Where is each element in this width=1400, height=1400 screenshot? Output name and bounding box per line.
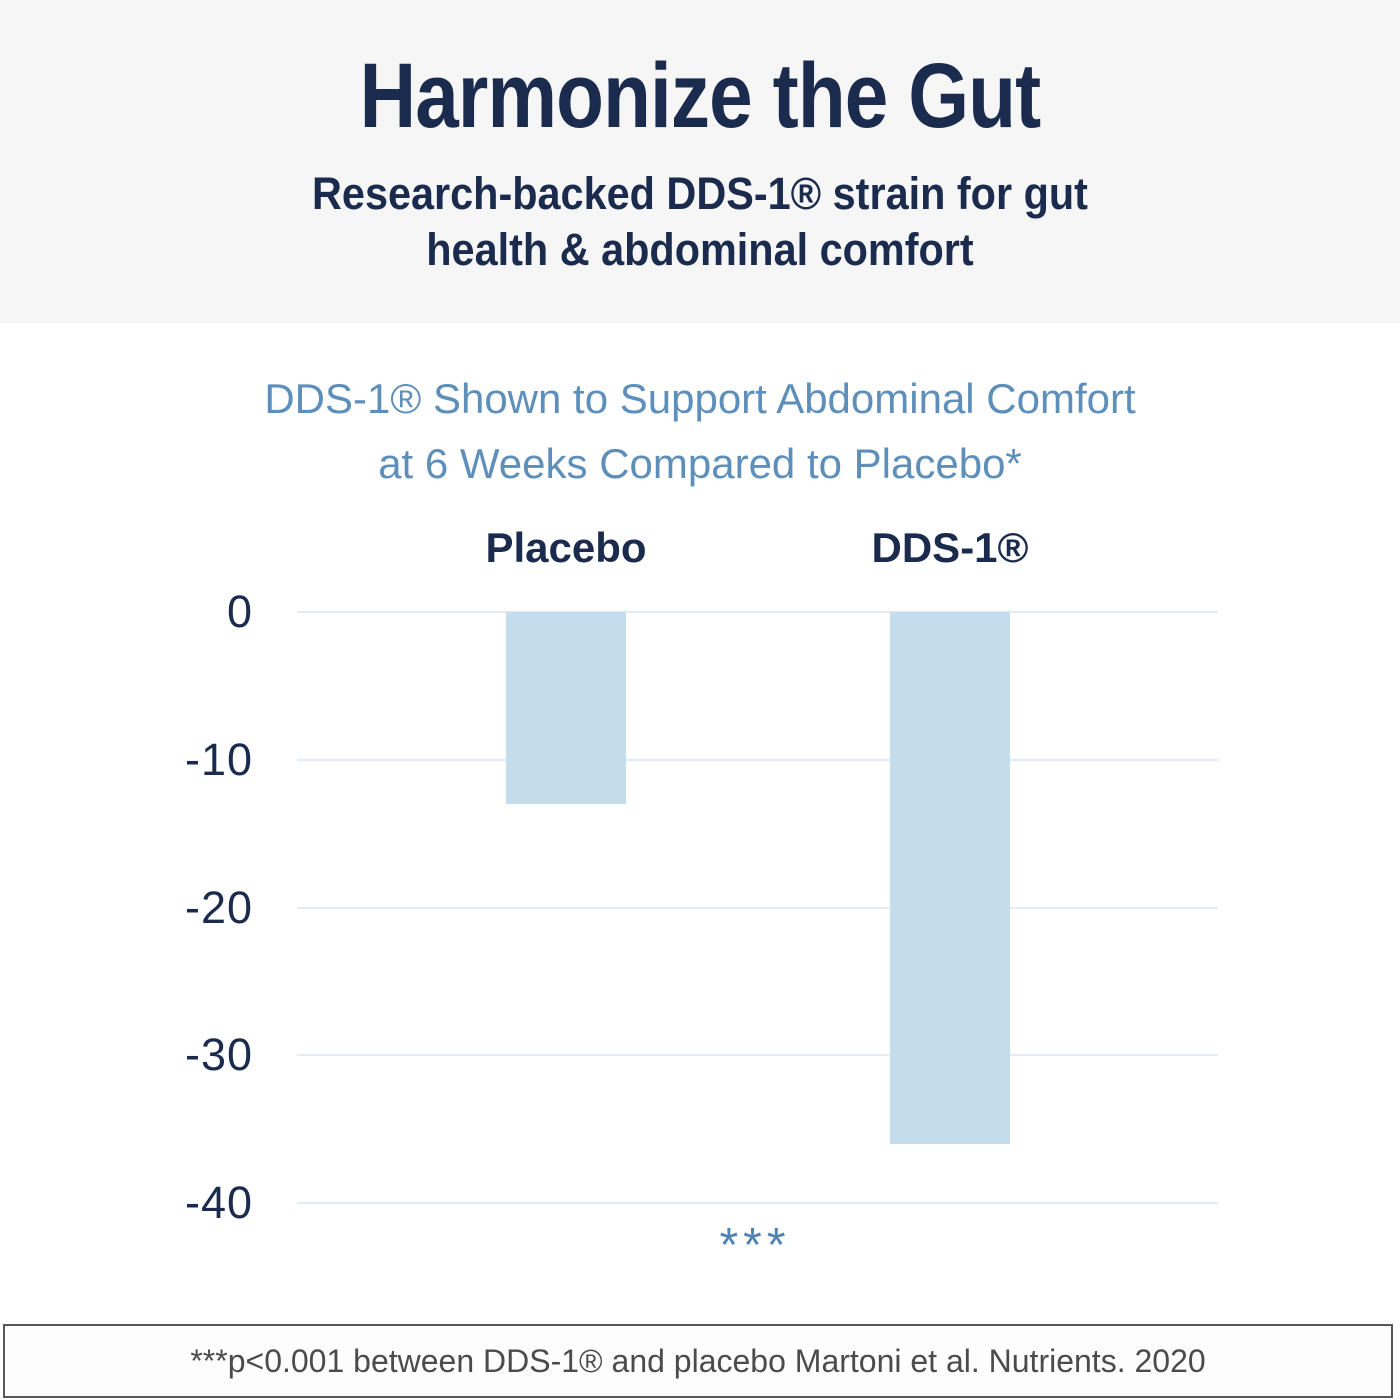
subtitle-line-1: Research-backed DDS-1® strain for gut	[312, 168, 1088, 219]
footnote-bar: ***p<0.001 between DDS-1® and placebo Ma…	[3, 1324, 1393, 1398]
footnote-text: ***p<0.001 between DDS-1® and placebo Ma…	[190, 1342, 1206, 1379]
y-axis-tick: -20	[184, 881, 253, 933]
header-banner: Harmonize the Gut Research-backed DDS-1®…	[0, 0, 1400, 323]
subtitle-line-2: health & abdominal comfort	[426, 224, 974, 275]
gridline	[297, 1202, 1218, 1204]
y-axis-tick: 0	[226, 586, 253, 637]
y-axis-tick: -10	[184, 733, 253, 785]
gridline	[297, 906, 1218, 909]
bar-chart: 0 -10 -20 -30 -40	[185, 586, 1218, 1228]
page-title: Harmonize the Gut	[359, 45, 1042, 147]
chart-title: DDS-1® Shown to Support Abdominal Comfor…	[0, 366, 1400, 496]
gridline	[297, 611, 1218, 613]
y-axis-tick: -40	[184, 1177, 253, 1228]
bar-placebo	[506, 612, 626, 804]
gridline	[297, 1054, 1218, 1057]
bar-dds1	[890, 612, 1010, 1144]
category-label-dds1: DDS-1®	[871, 524, 1029, 571]
chart-title-line-2: at 6 Weeks Compared to Placebo*	[378, 440, 1022, 487]
gridline	[297, 758, 1218, 761]
chart-title-line-1: DDS-1® Shown to Support Abdominal Comfor…	[264, 375, 1136, 422]
significance-stars: ***	[719, 1219, 791, 1272]
y-axis-tick: -30	[184, 1029, 253, 1081]
page-subtitle: Research-backed DDS-1® strain for gut he…	[56, 166, 1344, 278]
category-label-placebo: Placebo	[485, 524, 647, 571]
